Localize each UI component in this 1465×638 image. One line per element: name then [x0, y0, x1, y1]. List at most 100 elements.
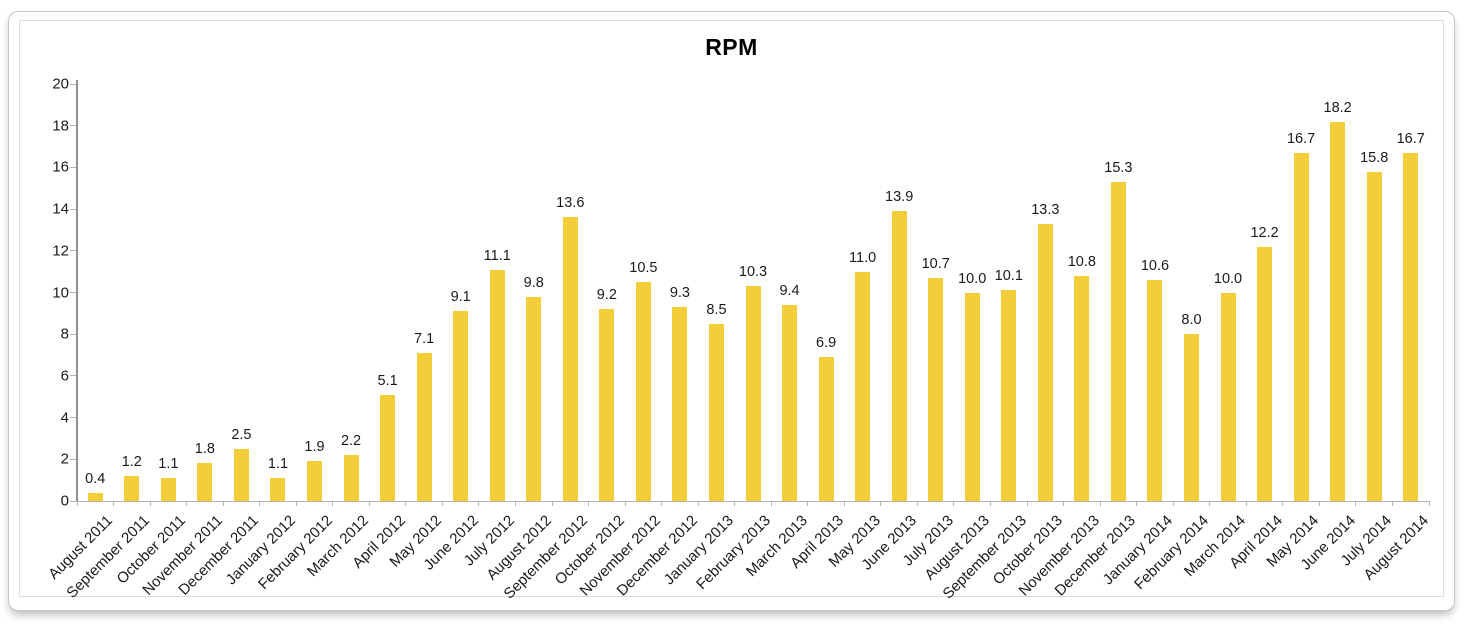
bar — [124, 475, 140, 501]
bar-value-label: 11.0 — [849, 249, 877, 266]
x-axis-tick — [1026, 501, 1028, 506]
y-axis-tick-label: 6 — [60, 367, 69, 385]
y-axis-tick-label: 10 — [52, 284, 69, 301]
bar — [1403, 152, 1419, 501]
bar — [1366, 171, 1382, 501]
bar — [1037, 223, 1053, 501]
bar — [855, 271, 871, 501]
bar-value-label: 7.1 — [414, 330, 435, 347]
bar — [708, 323, 724, 501]
bar-value-label: 9.2 — [596, 287, 617, 304]
bar-value-label: 18.2 — [1323, 99, 1352, 116]
bar-value-label: 15.3 — [1104, 160, 1133, 176]
bar-value-label: 10.8 — [1067, 253, 1096, 270]
bar-value-label: 13.6 — [556, 195, 585, 212]
bar — [1110, 182, 1126, 501]
bar-value-label: 11.1 — [483, 247, 511, 264]
bar — [1001, 290, 1017, 501]
y-axis-tick — [70, 500, 76, 502]
bar — [928, 277, 944, 501]
y-axis-tick-label: 8 — [60, 325, 69, 343]
y-axis-tick-label: 0 — [60, 492, 69, 510]
y-axis-tick-label: 4 — [60, 409, 69, 427]
y-axis-tick — [70, 375, 76, 377]
y-axis-tick-label: 20 — [52, 75, 69, 93]
x-axis-tick — [405, 501, 407, 506]
x-axis-line — [76, 501, 1429, 502]
bar-value-label: 8.0 — [1181, 312, 1202, 329]
bar — [526, 296, 542, 501]
bar-value-label: 10.5 — [629, 260, 658, 277]
x-axis-tick — [661, 501, 663, 506]
x-axis-tick — [76, 501, 78, 506]
x-axis-tick — [588, 501, 590, 506]
bar — [891, 211, 907, 501]
x-axis-tick — [1099, 501, 1101, 506]
bar-value-label: 10.7 — [921, 255, 950, 272]
bar — [818, 357, 834, 501]
bar — [635, 282, 651, 501]
bar — [1330, 121, 1346, 501]
bar-value-label: 9.8 — [523, 274, 544, 291]
x-axis-tick — [1136, 501, 1138, 506]
x-axis-tick — [222, 501, 224, 506]
bar-value-label: 10.0 — [1213, 270, 1243, 287]
bar-value-label: 1.1 — [267, 456, 289, 473]
y-axis-tick-label: 14 — [52, 200, 69, 218]
x-axis-tick — [697, 501, 699, 506]
bar-value-label: 5.1 — [377, 372, 398, 389]
chart-card: RPM 0 2 4 6 8 10 12 14 16 18 20 0.4 August 2011 1.2 Se… — [8, 11, 1455, 611]
bar — [197, 463, 213, 501]
bar — [1257, 246, 1273, 501]
x-axis-tick — [259, 501, 261, 506]
bar — [964, 292, 980, 501]
x-axis-tick — [113, 501, 115, 506]
x-axis-tick — [1428, 501, 1430, 506]
bar-value-label: 0.4 — [85, 470, 106, 487]
y-axis-tick — [70, 166, 76, 168]
bar — [489, 269, 505, 501]
bar-value-label: 10.6 — [1140, 258, 1170, 274]
x-axis-tick — [186, 501, 188, 506]
bar — [380, 394, 396, 501]
y-axis-tick — [70, 292, 76, 293]
chart-title: RPM — [705, 34, 758, 60]
x-axis-tick — [734, 501, 736, 506]
bar — [270, 478, 286, 501]
bar — [416, 352, 432, 501]
bar — [1074, 275, 1090, 501]
bar-value-label: 10.3 — [738, 264, 768, 281]
bar — [672, 307, 688, 501]
bar-value-label: 16.7 — [1286, 130, 1316, 147]
bar-value-label: 10.0 — [958, 270, 987, 287]
bar — [453, 311, 469, 501]
bar — [160, 478, 176, 501]
y-axis-tick-label: 12 — [52, 242, 69, 260]
bar — [343, 455, 359, 501]
x-axis-tick — [916, 501, 918, 506]
bar-value-label: 9.3 — [669, 285, 690, 302]
bar-value-label: 1.9 — [304, 439, 325, 456]
y-axis-line — [76, 80, 78, 501]
bar — [1147, 280, 1163, 501]
bar-value-label: 2.2 — [340, 433, 362, 450]
x-axis-tick — [478, 501, 480, 506]
x-axis-tick — [368, 501, 370, 506]
x-axis-tick — [149, 501, 151, 506]
y-axis-tick-label: 16 — [52, 158, 69, 176]
y-axis-tick — [70, 333, 76, 335]
bar-value-label: 9.1 — [450, 289, 471, 306]
bar-value-label: 13.3 — [1031, 201, 1060, 218]
x-axis-tick — [1172, 501, 1174, 506]
x-axis-tick — [1209, 501, 1211, 506]
bar-value-label: 1.8 — [194, 441, 215, 458]
x-axis-tick — [624, 501, 626, 506]
bar — [1293, 152, 1309, 501]
bar — [307, 461, 322, 501]
x-axis-tick — [843, 501, 845, 506]
bar-value-label: 12.2 — [1250, 224, 1279, 241]
y-axis-tick — [70, 417, 76, 419]
bar-value-label: 8.5 — [706, 301, 727, 318]
bar — [745, 286, 761, 501]
x-axis-tick — [1063, 501, 1065, 506]
